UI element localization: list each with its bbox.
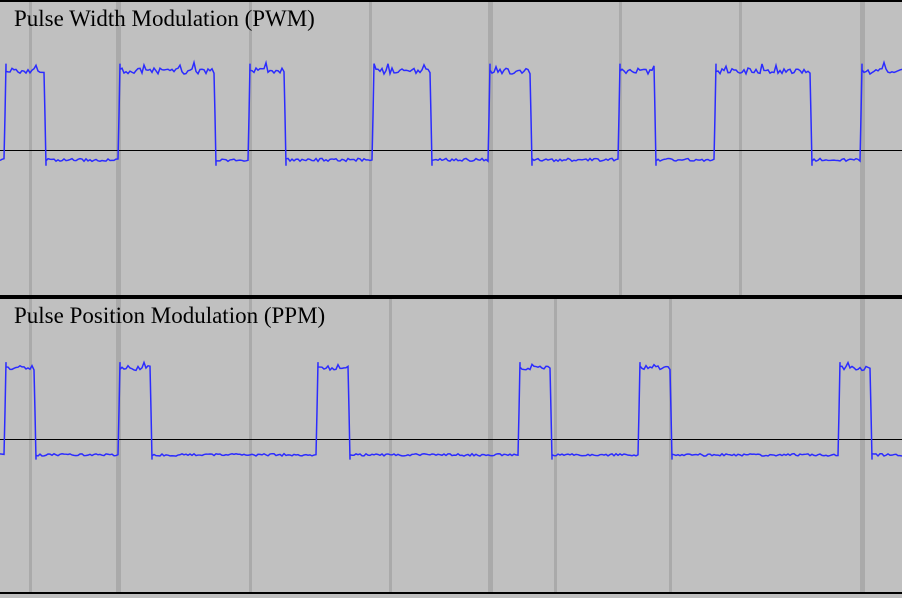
ppm-trace: [0, 299, 902, 592]
pwm-title: Pulse Width Modulation (PWM): [14, 6, 315, 32]
pwm-waveform: [0, 62, 902, 165]
pwm-trace: [0, 2, 902, 295]
ppm-panel: Pulse Position Modulation (PPM): [0, 297, 902, 594]
ppm-title: Pulse Position Modulation (PPM): [14, 303, 325, 329]
pwm-panel: Pulse Width Modulation (PWM): [0, 0, 902, 297]
ppm-waveform: [0, 362, 902, 459]
